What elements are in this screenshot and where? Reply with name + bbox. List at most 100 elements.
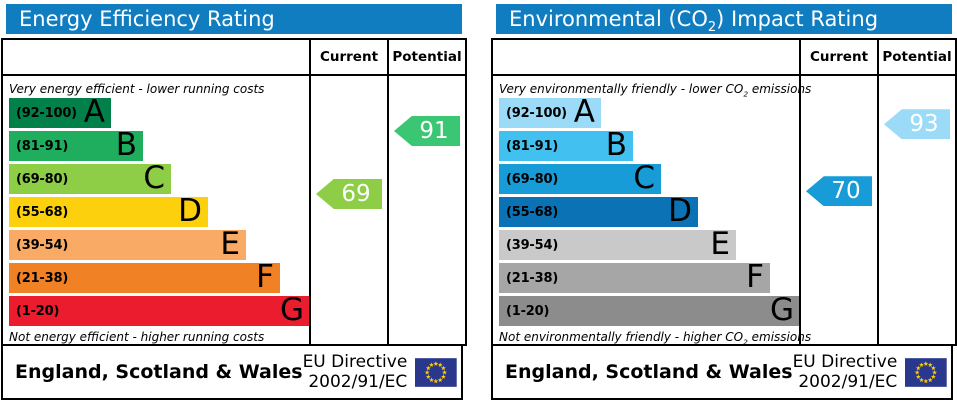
band-row-d: (55-68) D (499, 192, 799, 230)
band-range-label: (81-91) (506, 138, 559, 154)
band-letter: C (143, 159, 165, 196)
band-row-c: (69-80) C (499, 159, 799, 197)
band-d-bar: (55-68) D (9, 192, 208, 229)
band-letter: E (220, 225, 240, 262)
top-caption: Very energy efficient - lower running co… (3, 76, 309, 98)
current-column: 70 (799, 76, 877, 344)
panel-footer: England, Scotland & Wales EU Directive 2… (1, 344, 463, 400)
band-range-label: (1-20) (506, 303, 550, 319)
band-a-bar: (92-100) A (499, 93, 601, 130)
band-letter: C (633, 159, 655, 196)
band-range-label: (81-91) (16, 138, 69, 154)
title-text: Environmental (CO (509, 7, 708, 31)
co2-rating-table: Current Potential Very environmentally f… (491, 38, 957, 346)
band-range-label: (55-68) (16, 204, 69, 220)
band-row-c: (69-80) C (9, 159, 309, 197)
band-e-bar: (39-54) E (9, 225, 246, 262)
band-row-e: (39-54) E (499, 225, 799, 263)
current-column: 69 (309, 76, 387, 344)
current-column-header: Current (799, 40, 877, 74)
scale-header-cell (3, 40, 309, 74)
energy-panel-title: Energy Efficiency Rating (6, 4, 462, 34)
table-body: Very environmentally friendly - lower CO… (493, 76, 955, 347)
caption-subscript: 2 (743, 337, 748, 347)
band-range-label: (69-80) (506, 171, 559, 187)
current-rating-value: 70 (831, 178, 861, 205)
band-f-bar: (21-38) F (499, 261, 770, 293)
band-letter: A (573, 93, 595, 130)
eu-flag-icon (415, 357, 457, 387)
band-range-label: (39-54) (506, 237, 559, 253)
rating-scale: Very environmentally friendly - lower CO… (493, 76, 811, 347)
band-letter: B (605, 126, 627, 163)
caption-subscript: 2 (743, 89, 749, 99)
caption-text: Not environmentally friendly - higher CO (499, 330, 744, 344)
title-subscript: 2 (707, 20, 717, 34)
potential-rating-value: 91 (419, 118, 449, 144)
top-caption: Very environmentally friendly - lower CO… (493, 76, 811, 99)
band-c-bar: (69-80) C (9, 159, 171, 196)
band-b-bar: (81-91) B (499, 126, 633, 163)
band-letter: E (710, 225, 730, 262)
band-g-bar: (1-20) G (9, 291, 310, 328)
band-range-label: (92-100) (16, 105, 77, 121)
band-a-bar: (92-100) A (9, 93, 111, 130)
band-letter: F (256, 258, 274, 295)
potential-column: 91 (387, 76, 465, 344)
directive-line2: 2002/91/EC (798, 372, 898, 392)
band-d-bar: (55-68) D (499, 192, 698, 229)
title-text-tail: ) Impact Rating (716, 7, 879, 31)
band-row-b: (81-91) B (9, 126, 309, 164)
current-rating-value: 69 (341, 181, 371, 207)
potential-rating-value: 93 (909, 111, 939, 138)
band-e-bar: (39-54) E (499, 225, 736, 262)
band-row-a: (92-100) A (499, 93, 799, 131)
environmental-impact-panel: Environmental (CO2) Impact Rating Curren… (491, 1, 957, 400)
current-rating-arrow: 69 (316, 179, 382, 209)
table-header-row: Current Potential (493, 40, 955, 76)
potential-column-header: Potential (877, 40, 955, 74)
eu-directive-label: EU Directive 2002/91/EC (303, 352, 408, 393)
bottom-caption: Not environmentally friendly - higher CO… (493, 329, 811, 347)
directive-line1: EU Directive (792, 351, 898, 372)
band-row-b: (81-91) B (499, 126, 799, 164)
band-range-label: (1-20) (16, 303, 60, 319)
caption-text: Very environmentally friendly - lower CO (499, 82, 744, 96)
scale-header-cell (493, 40, 799, 74)
caption-text-tail: emissions (747, 330, 812, 344)
bottom-caption: Not energy efficient - higher running co… (3, 329, 309, 344)
caption-text-tail: emissions (748, 82, 812, 96)
band-row-d: (55-68) D (9, 192, 309, 230)
band-list: (92-100) A (81-91) B (69-80) C (55-68) D (39… (3, 93, 310, 329)
band-row-f: (21-38) F (499, 261, 799, 296)
region-label: England, Scotland & Wales (15, 361, 303, 383)
band-letter: B (115, 126, 137, 163)
potential-column: 93 (877, 76, 955, 344)
band-row-g: (1-20) G (9, 291, 310, 329)
potential-column-header: Potential (387, 40, 465, 74)
band-row-a: (92-100) A (9, 93, 309, 131)
current-column-header: Current (309, 40, 387, 74)
band-range-label: (21-38) (16, 270, 69, 286)
band-b-bar: (81-91) B (9, 126, 143, 163)
table-header-row: Current Potential (3, 40, 465, 76)
eu-flag-icon (905, 357, 947, 387)
environmental-panel-title: Environmental (CO2) Impact Rating (496, 4, 952, 34)
band-letter: D (178, 192, 202, 229)
directive-line2: 2002/91/EC (308, 372, 408, 392)
band-row-e: (39-54) E (9, 225, 309, 263)
rating-scale: Very energy efficient - lower running co… (3, 76, 310, 344)
band-letter: D (668, 192, 692, 229)
eu-directive-label: EU Directive 2002/91/EC (793, 352, 898, 393)
directive-line1: EU Directive (302, 351, 408, 372)
band-letter: G (279, 291, 304, 328)
band-range-label: (69-80) (16, 171, 69, 187)
energy-efficiency-panel: Energy Efficiency Rating Current Potenti… (1, 1, 467, 400)
band-range-label: (92-100) (506, 105, 567, 121)
band-g-bar: (1-20) G (499, 294, 800, 326)
band-letter: A (83, 93, 105, 130)
table-body: Very energy efficient - lower running co… (3, 76, 465, 344)
band-c-bar: (69-80) C (499, 159, 661, 196)
caption-text: Very energy efficient - lower running co… (9, 82, 265, 96)
